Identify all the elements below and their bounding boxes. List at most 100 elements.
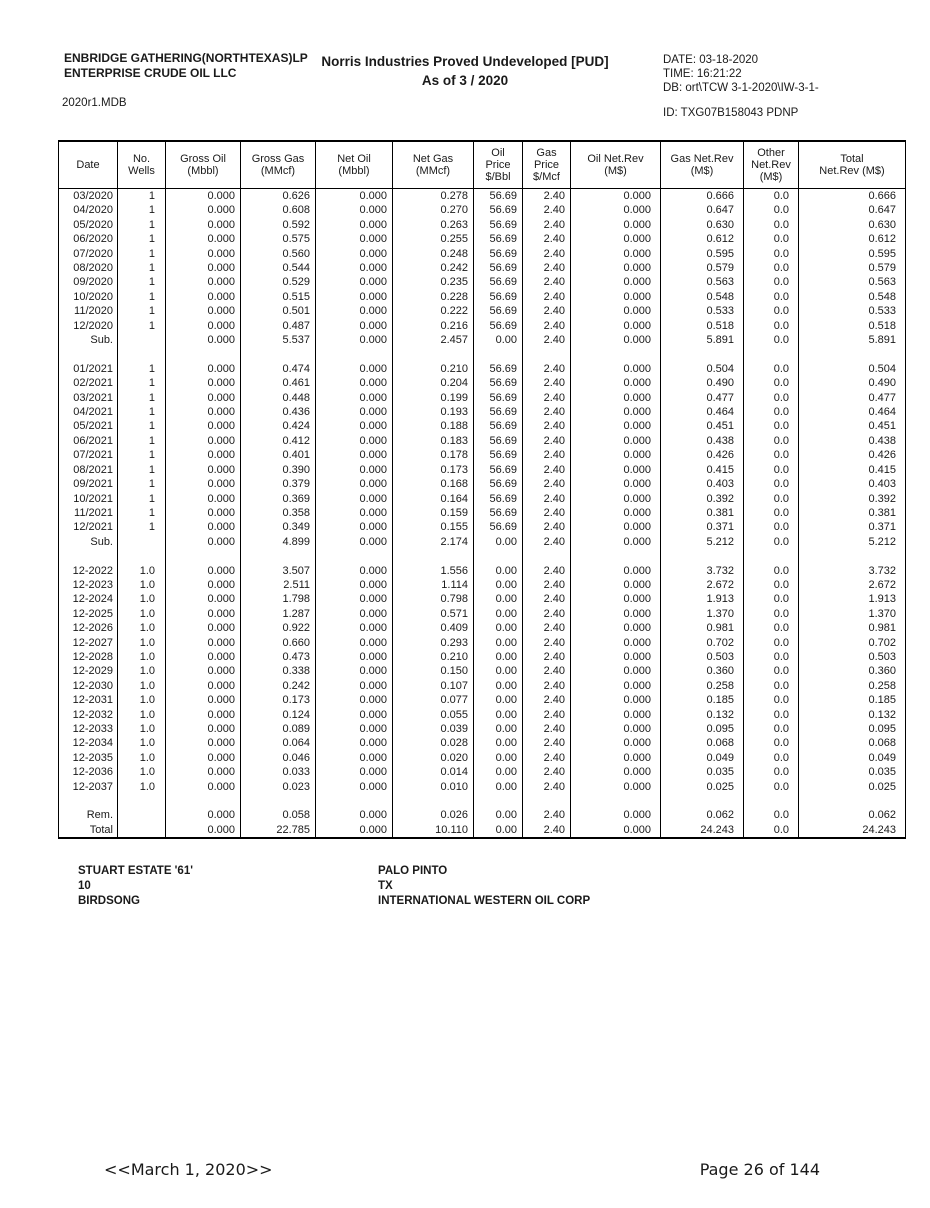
table-row: 09/2021 1 0.000 0.379 0.000 0.168 56.69 2.40 0.0… bbox=[58, 477, 906, 492]
table-cell: 0.571 bbox=[392, 606, 474, 622]
table-cell bbox=[522, 549, 571, 564]
table-cell: 0.533 bbox=[660, 304, 744, 319]
column-header: Gross Gas (MMcf) bbox=[240, 140, 316, 189]
column-header: Gas Net.Rev (M$) bbox=[660, 140, 744, 189]
table-cell: 0.630 bbox=[798, 217, 906, 233]
table-cell: 0.000 bbox=[315, 606, 393, 622]
table-cell: 1.0 bbox=[117, 678, 166, 694]
table-cell: 0.424 bbox=[240, 419, 316, 434]
table-cell: 1 bbox=[117, 390, 166, 406]
table-cell: 0.000 bbox=[315, 217, 393, 233]
table-cell: 0.00 bbox=[473, 606, 523, 622]
table-cell: 0.0 bbox=[743, 592, 799, 607]
table-cell: 1.0 bbox=[117, 577, 166, 593]
table-cell: 12-2036 bbox=[58, 765, 118, 780]
table-cell: 2.40 bbox=[522, 246, 571, 262]
table-cell: 0.000 bbox=[570, 664, 661, 679]
table-row: 12-2026 1.0 0.000 0.922 0.000 0.409 0.00 2.40 0.… bbox=[58, 621, 906, 636]
table-cell: 1 bbox=[117, 188, 166, 204]
table-cell: 1.0 bbox=[117, 750, 166, 766]
table-cell: 0.501 bbox=[240, 304, 316, 319]
table-cell: 0.381 bbox=[798, 505, 906, 521]
table-cell: 0.438 bbox=[660, 433, 744, 449]
table-row: 08/2020 1 0.000 0.544 0.000 0.242 56.69 2.40 0.0… bbox=[58, 261, 906, 276]
table-cell: 0.000 bbox=[315, 649, 393, 665]
table-cell: 0.518 bbox=[798, 318, 906, 334]
table-cell: 0.000 bbox=[570, 246, 661, 262]
table-cell: 12-2034 bbox=[58, 736, 118, 751]
table-cell bbox=[570, 549, 661, 564]
table-cell: 0.000 bbox=[165, 419, 241, 434]
table-cell: 0.451 bbox=[660, 419, 744, 434]
table-cell: 2.40 bbox=[522, 318, 571, 334]
table-cell: 0.981 bbox=[798, 621, 906, 636]
table-cell: 12-2024 bbox=[58, 592, 118, 607]
table-cell: 0.064 bbox=[240, 736, 316, 751]
table-cell: Sub. bbox=[58, 534, 118, 550]
table-cell: 0.666 bbox=[798, 188, 906, 204]
table-cell: 1.287 bbox=[240, 606, 316, 622]
table-cell: 08/2020 bbox=[58, 261, 118, 276]
report-date: DATE: 03-18-2020 bbox=[663, 54, 759, 66]
table-cell: 0.00 bbox=[473, 621, 523, 636]
table-cell: 0.023 bbox=[240, 779, 316, 795]
table-cell bbox=[798, 347, 906, 362]
table-cell: 0.222 bbox=[392, 304, 474, 319]
table-cell: 0.0 bbox=[743, 261, 799, 276]
table-cell: 0.095 bbox=[798, 722, 906, 737]
table-cell: 0.159 bbox=[392, 505, 474, 521]
table-cell: 0.000 bbox=[570, 779, 661, 795]
table-cell: 2.40 bbox=[522, 433, 571, 449]
table-cell: 0.000 bbox=[165, 592, 241, 607]
table-cell: 0.412 bbox=[240, 433, 316, 449]
spacer-row bbox=[58, 347, 906, 362]
table-row: 12/2021 1 0.000 0.349 0.000 0.155 56.69 2.40 0.0… bbox=[58, 520, 906, 535]
table-cell: 0.000 bbox=[315, 722, 393, 737]
table-cell: 0.575 bbox=[240, 232, 316, 247]
table-cell bbox=[117, 794, 166, 809]
table-cell: 0.529 bbox=[240, 275, 316, 290]
table-cell: 1.0 bbox=[117, 707, 166, 722]
table-cell bbox=[165, 347, 241, 362]
table-cell: 0.612 bbox=[798, 232, 906, 247]
table-cell: 1.0 bbox=[117, 765, 166, 780]
table-cell: 12-2026 bbox=[58, 621, 118, 636]
table-cell: 0.049 bbox=[660, 750, 744, 766]
table-cell: 0.0 bbox=[743, 361, 799, 377]
table-cell: 0.049 bbox=[798, 750, 906, 766]
report-title-block: Norris Industries Proved Undeveloped [PU… bbox=[0, 52, 930, 90]
table-cell: 0.000 bbox=[165, 405, 241, 420]
table-cell: 0.00 bbox=[473, 664, 523, 679]
table-cell: 2.40 bbox=[522, 621, 571, 636]
table-cell: 09/2020 bbox=[58, 275, 118, 290]
table-cell: 12-2028 bbox=[58, 649, 118, 665]
table-cell: 2.40 bbox=[522, 491, 571, 506]
table-cell: 0.981 bbox=[660, 621, 744, 636]
table-cell: 0.504 bbox=[660, 361, 744, 377]
table-cell: 0.000 bbox=[570, 390, 661, 406]
table-cell: 0.544 bbox=[240, 261, 316, 276]
table-cell: 1 bbox=[117, 376, 166, 391]
column-header: Other Net.Rev (M$) bbox=[743, 140, 799, 189]
table-cell: 0.00 bbox=[473, 779, 523, 795]
table-cell: 0.000 bbox=[570, 707, 661, 722]
table-cell: 0.000 bbox=[165, 707, 241, 722]
table-cell: 03/2021 bbox=[58, 390, 118, 406]
table-cell: 2.40 bbox=[522, 203, 571, 218]
table-cell: 0.068 bbox=[798, 736, 906, 751]
table-cell bbox=[392, 347, 474, 362]
table-cell: 0.338 bbox=[240, 664, 316, 679]
table-cell: 0.058 bbox=[240, 808, 316, 823]
table-cell: 2.40 bbox=[522, 822, 571, 839]
table-cell: 0.415 bbox=[798, 462, 906, 478]
table-cell: 0.504 bbox=[798, 361, 906, 377]
table-cell: 0.248 bbox=[392, 246, 474, 262]
table-cell bbox=[117, 347, 166, 362]
table-cell: 0.000 bbox=[165, 750, 241, 766]
table-cell: 0.000 bbox=[315, 390, 393, 406]
spacer-row bbox=[58, 794, 906, 809]
table-cell: 0.436 bbox=[240, 405, 316, 420]
table-cell: 0.000 bbox=[315, 376, 393, 391]
table-cell: 0.477 bbox=[660, 390, 744, 406]
table-cell: 2.40 bbox=[522, 405, 571, 420]
